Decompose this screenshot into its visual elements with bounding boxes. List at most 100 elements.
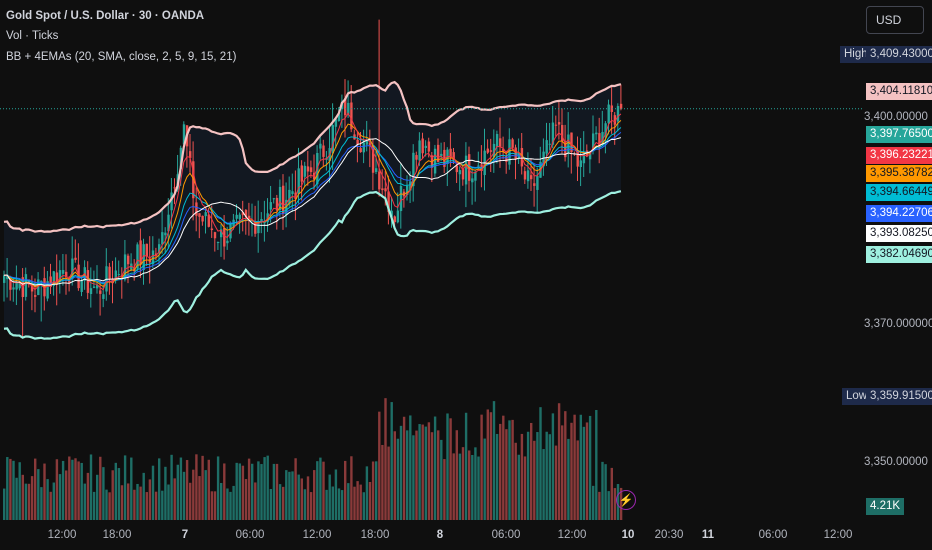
volume-bar: [393, 431, 396, 520]
candle-body: [443, 149, 446, 167]
candle-body: [216, 241, 220, 243]
candle-body: [505, 156, 508, 162]
candle-body: [464, 155, 468, 185]
candle-body: [570, 132, 573, 153]
volume-tag: 4.21K: [866, 498, 905, 515]
volume-bar: [356, 481, 359, 520]
candle-body: [102, 294, 105, 299]
symbol-title[interactable]: Gold Spot / U.S. Dollar · 30 · OANDA: [6, 10, 205, 22]
volume-bar: [545, 431, 548, 520]
volume-bar: [455, 430, 458, 520]
volume-bar: [437, 430, 440, 520]
candle-body: [489, 150, 493, 152]
volume-bar: [483, 438, 486, 520]
volume-bar: [83, 483, 86, 520]
time-axis-label: 06:00: [758, 529, 788, 541]
candle-body: [52, 271, 55, 286]
time-axis-label: 8: [436, 529, 444, 541]
candle-body: [508, 139, 511, 165]
candle-body: [282, 185, 285, 214]
volume-bar: [15, 477, 18, 520]
volume-bar: [446, 413, 449, 520]
candle-body: [365, 139, 369, 145]
volume-bar: [49, 491, 52, 520]
candle-body: [390, 210, 393, 217]
candle-body: [3, 275, 6, 283]
volume-bar: [464, 412, 468, 520]
volume-bar: [226, 488, 229, 520]
volume-bar: [254, 482, 257, 520]
candle-body: [257, 222, 260, 234]
lightning-icon[interactable]: ⚡: [616, 490, 636, 510]
volume-bar: [449, 418, 452, 520]
indicator-legend[interactable]: BB + 4EMAs (20, SMA, close, 2, 5, 9, 15,…: [6, 51, 237, 63]
price-axis-label: 3,400.00000: [864, 111, 928, 123]
volume-bar: [539, 407, 542, 520]
volume-bar: [452, 453, 455, 520]
volume-bar: [111, 470, 114, 520]
volume-bar: [142, 472, 145, 520]
volume-bar: [499, 423, 502, 520]
indicator-lines: [3, 80, 622, 340]
candle-body: [542, 151, 545, 167]
candle-body: [486, 148, 489, 153]
volume-bar: [542, 449, 545, 520]
volume-bar: [399, 425, 403, 520]
candle-body: [412, 152, 415, 187]
volume-bar: [232, 485, 235, 520]
volume-bar: [337, 488, 341, 520]
volume-bar: [492, 401, 496, 520]
candle-body: [272, 198, 276, 200]
candle-body: [455, 165, 458, 173]
candle-body: [244, 209, 248, 218]
volume-bar: [412, 435, 415, 520]
candle-body: [533, 183, 536, 186]
volume-bar: [309, 492, 313, 520]
volume-bar: [474, 447, 477, 520]
candle-body: [421, 138, 424, 154]
candle-body: [285, 199, 288, 216]
ema21-tag: 3,394.22706: [866, 205, 932, 222]
volume-bar: [402, 416, 406, 520]
volume-legend[interactable]: Vol · Ticks: [6, 30, 59, 42]
candle-body: [151, 250, 155, 265]
volume-bar: [170, 454, 173, 520]
volume-bar: [105, 489, 108, 520]
volume-bar: [396, 438, 400, 520]
volume-bar: [570, 422, 573, 520]
candle-body: [557, 122, 561, 125]
time-axis-label: 12:00: [47, 529, 77, 541]
volume-bar: [486, 409, 489, 520]
candle-body: [492, 143, 496, 158]
volume-bar: [362, 492, 365, 520]
candle-body: [300, 165, 303, 182]
volume-bar: [443, 459, 446, 520]
candle-body: [495, 134, 499, 147]
low-value-tag: 3,359.91500: [866, 388, 932, 405]
volume-bar: [291, 471, 294, 520]
high-label: High: [840, 46, 872, 63]
candle-body: [49, 276, 52, 287]
candle-body: [592, 133, 595, 152]
volume-bar: [189, 482, 192, 520]
currency-button[interactable]: USD: [866, 6, 924, 34]
volume-bar: [99, 456, 102, 520]
candle-body: [406, 185, 409, 195]
candle-body: [595, 132, 598, 135]
volume-bar: [158, 458, 161, 520]
volume-bar: [303, 489, 307, 520]
candle-body: [350, 102, 353, 130]
candle-body: [145, 243, 148, 257]
candle-body: [452, 152, 455, 160]
candle-body: [37, 279, 40, 296]
candle-body: [139, 240, 142, 265]
volume-bar: [390, 402, 393, 520]
bb-fill-area: [4, 82, 621, 339]
volume-bar: [489, 412, 493, 520]
candle-body: [433, 148, 437, 174]
volume-bar: [331, 486, 334, 520]
candle-body: [548, 143, 551, 145]
volume-bar: [37, 469, 40, 520]
volume-bar: [319, 457, 322, 520]
